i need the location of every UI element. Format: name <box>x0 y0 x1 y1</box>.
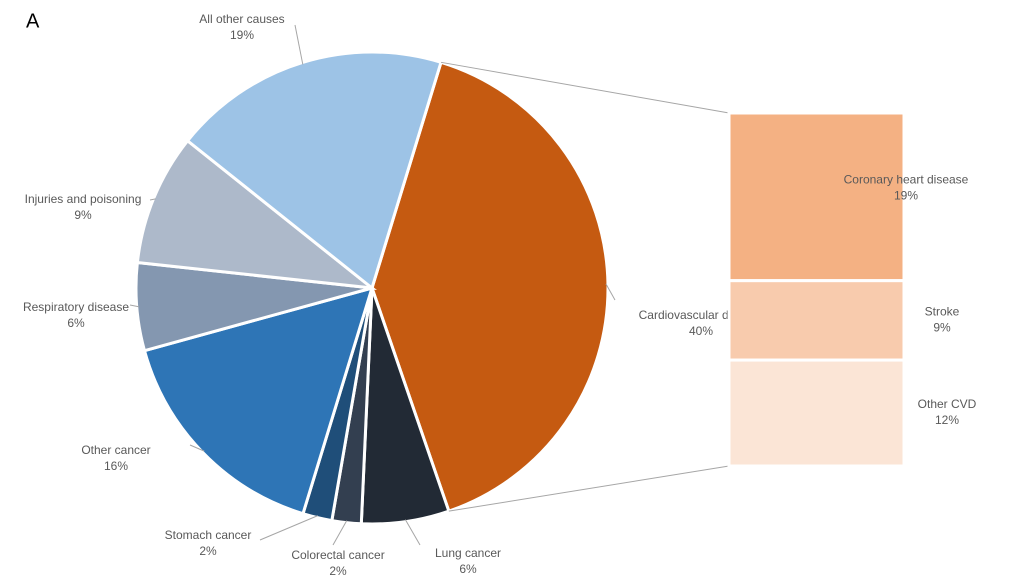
leader-line <box>149 198 156 201</box>
slice-value-label: 19% <box>230 28 254 42</box>
slice-value-label: 16% <box>104 459 128 473</box>
connector-line <box>448 465 730 512</box>
slice-value-label: 2% <box>199 544 217 558</box>
slice-label: Respiratory disease <box>23 300 129 314</box>
slice-label: Injuries and poisoning <box>25 192 142 206</box>
bar-segment <box>727 279 906 362</box>
leader-line <box>332 520 348 546</box>
slice-value-label: 6% <box>459 562 477 576</box>
bar-value-label: 19% <box>894 189 918 203</box>
leader-line <box>189 444 205 452</box>
slice-label: Other cancer <box>81 443 150 457</box>
bar-value-label: 12% <box>935 413 959 427</box>
pie-slice <box>370 60 610 514</box>
connector-line <box>440 61 730 114</box>
slice-value-label: 2% <box>329 564 347 578</box>
leader-line <box>605 283 616 301</box>
bar-label: Coronary heart disease <box>844 173 969 187</box>
pie-slice <box>135 138 377 291</box>
slice-value-label: 6% <box>67 316 85 330</box>
bar-value-label: 9% <box>933 321 951 335</box>
slice-label: Lung cancer <box>435 546 501 560</box>
bar-segment <box>727 358 906 468</box>
leader-line <box>129 304 139 308</box>
bar-label: Other CVD <box>918 397 977 411</box>
leader-line <box>259 515 318 541</box>
slice-label: Colorectal cancer <box>291 548 384 562</box>
leader-line <box>294 24 304 65</box>
bar-segment <box>727 111 906 283</box>
leader-line <box>404 519 421 546</box>
slice-label: Stomach cancer <box>165 528 252 542</box>
slice-label: All other causes <box>199 12 284 26</box>
slice-value-label: 9% <box>74 208 92 222</box>
panel-label: A <box>26 10 40 32</box>
slice-value-label: 40% <box>689 324 713 338</box>
pie-slice <box>142 285 375 516</box>
bar-label: Stroke <box>925 305 960 319</box>
